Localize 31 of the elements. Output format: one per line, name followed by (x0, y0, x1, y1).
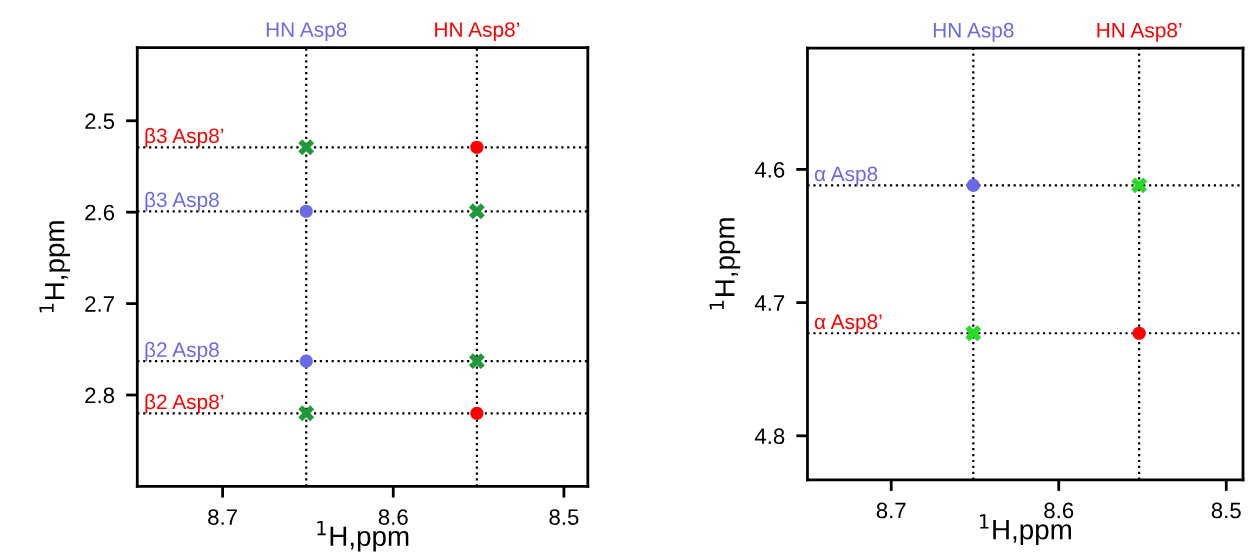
y-axis-title: $^{1}$H,ppm (709, 218, 741, 310)
y-tick-label: 4.6 (754, 161, 785, 178)
x-tick-label: 8.5 (1211, 502, 1241, 519)
y-axis-title: $^{1}$H,ppm (39, 221, 71, 313)
y-tick-label: 4.8 (754, 428, 785, 445)
ref-line-label: HN Asp8 (933, 22, 1014, 42)
y-tick-label: 2.7 (85, 296, 114, 312)
point (299, 354, 313, 368)
ref-line-label: HN Asp8’ (435, 22, 520, 42)
y-tick-label: 2.6 (85, 204, 115, 221)
x-tick-label: 8.7 (876, 502, 906, 519)
ref-line-label: β3 Asp8’ (145, 127, 224, 148)
ref-line-label: β3 Asp8 (145, 191, 219, 212)
x-tick-label: 8.5 (549, 509, 579, 525)
point (468, 203, 485, 220)
ref-line-label: HN Asp8 (266, 22, 347, 42)
y-tick-label: 2.8 (85, 387, 115, 404)
point (468, 353, 485, 370)
ref-line-label: α Asp8 (814, 166, 878, 186)
point (470, 406, 484, 420)
ref-line-label: α Asp8’ (814, 314, 882, 334)
y-tick-label: 4.7 (754, 295, 785, 311)
ref-line-label: HN Asp8’ (1097, 22, 1182, 42)
ref-line-label: β2 Asp8 (145, 341, 219, 362)
point (470, 140, 484, 154)
ref-line-label: β2 Asp8’ (145, 393, 224, 414)
x-tick-label: 8.7 (208, 509, 237, 525)
point (299, 204, 313, 218)
point (298, 405, 315, 422)
y-tick-label: 2.5 (85, 113, 115, 130)
point (298, 139, 315, 156)
